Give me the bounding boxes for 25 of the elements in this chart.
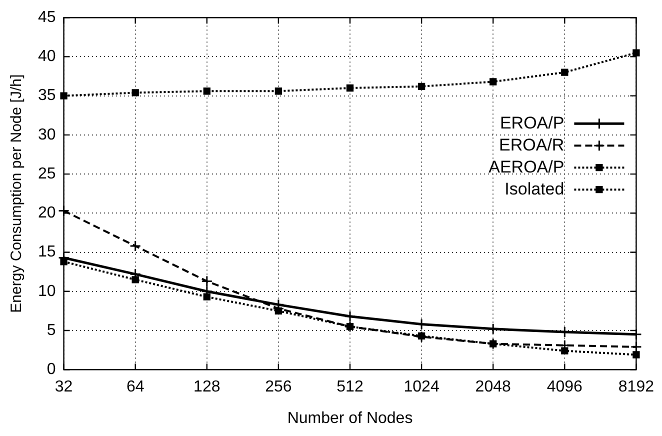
- legend-label: EROA/P: [500, 113, 564, 132]
- y-tick-label: 0: [46, 361, 56, 378]
- legend-label: EROA/R: [499, 135, 564, 154]
- y-tick-label: 25: [38, 165, 56, 182]
- y-tick-label: 20: [38, 204, 56, 222]
- legend-label: Isolated: [504, 179, 564, 198]
- x-tick-label: 128: [194, 378, 220, 396]
- x-tick-label: 8192: [618, 378, 654, 396]
- x-tick-label: 4096: [546, 378, 583, 396]
- x-tick-label: 32: [54, 378, 73, 396]
- y-tick-label: 10: [38, 282, 56, 300]
- y-tick-label: 35: [38, 87, 56, 104]
- y-tick-label: 5: [46, 322, 56, 339]
- y-tick-label: 30: [38, 126, 56, 144]
- y-tick-label: 45: [38, 9, 56, 26]
- legend-label: AEROA/P: [488, 157, 564, 176]
- x-tick-label: 64: [126, 378, 144, 396]
- y-tick-label: 40: [38, 48, 56, 66]
- y-tick-label: 15: [38, 244, 56, 261]
- x-tick-label: 1024: [404, 378, 440, 396]
- y-axis-title: Energy Consumption per Node [J/h]: [8, 74, 26, 313]
- x-tick-label: 256: [265, 378, 292, 396]
- x-tick-label: 512: [336, 378, 364, 396]
- x-tick-label: 2048: [475, 378, 511, 396]
- x-axis-title: Number of Nodes: [287, 410, 413, 427]
